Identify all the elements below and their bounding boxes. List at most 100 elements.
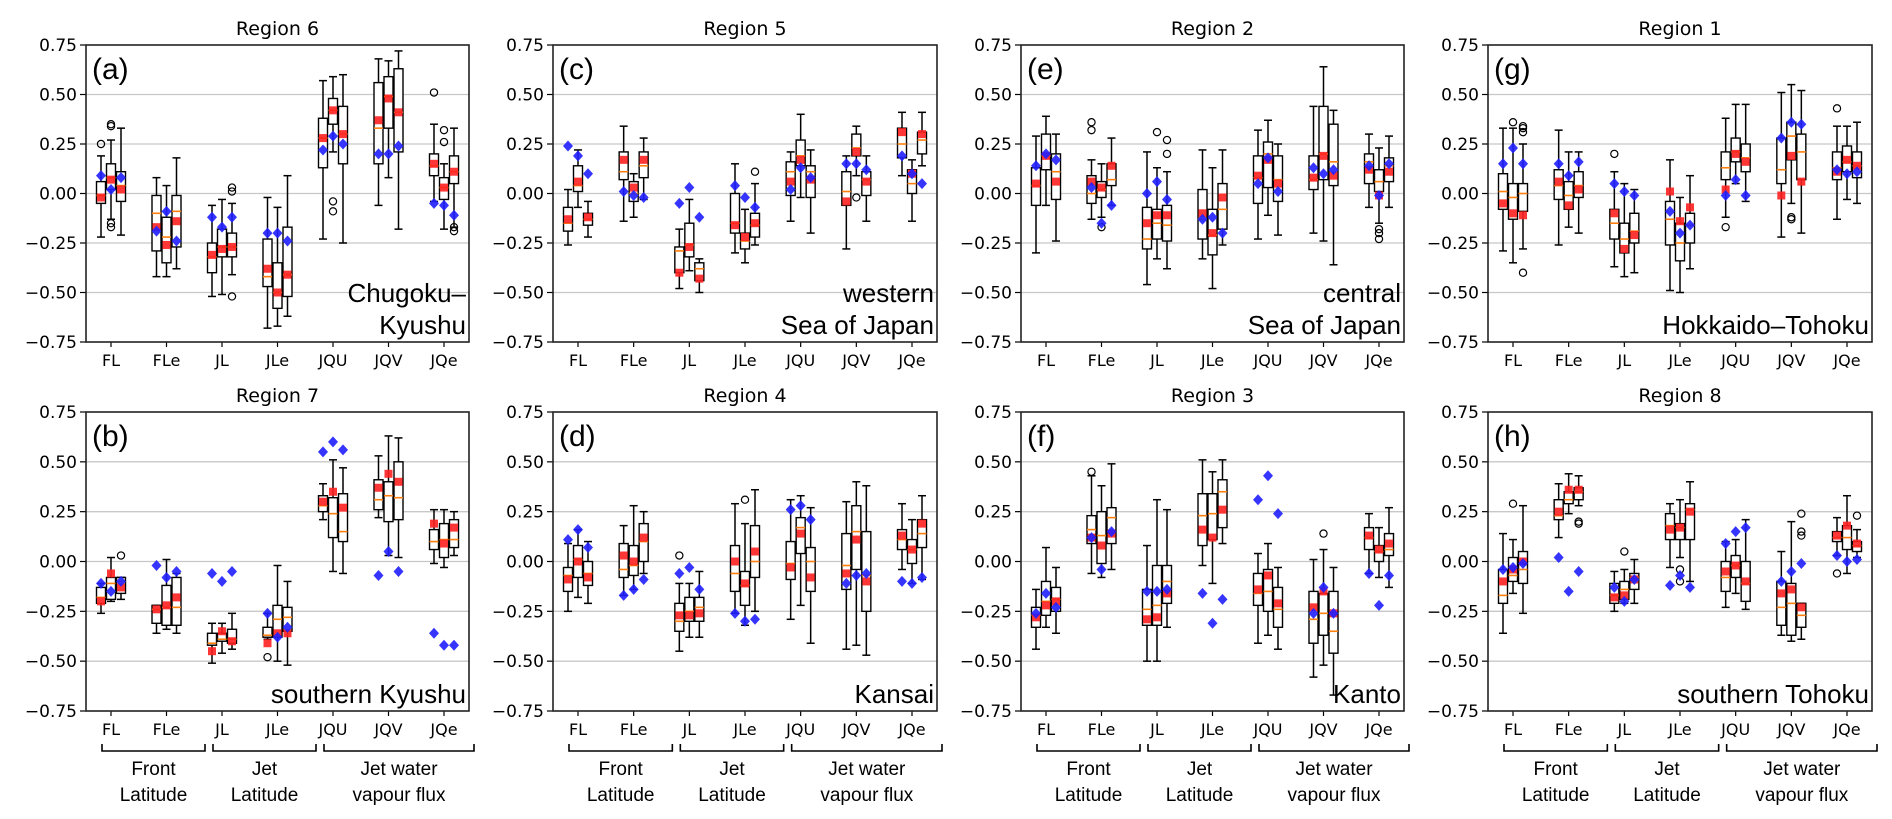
box-c-JQV-3 [861,155,872,222]
box-iqr [729,192,741,234]
outlier-point [429,88,439,97]
diamond-marker [106,184,116,196]
diamond-marker [851,569,862,581]
box-d-FLe-3 [638,510,649,585]
mean-marker [1254,171,1262,180]
outlier-point [263,652,272,662]
box-iqr [206,632,218,646]
mean-marker [1797,177,1806,186]
mean-marker [898,128,906,137]
box-iqr [1328,590,1339,654]
box-g-JLe-3 [1684,174,1696,270]
diamond-marker [151,559,162,571]
y-tick-label: −0.75 [1427,333,1479,353]
mean-marker [374,483,383,492]
box-g-FL-1 [1497,127,1509,252]
mean-marker [1676,217,1684,226]
box-b-JLe-3 [282,580,293,666]
mean-marker [1319,151,1328,160]
mean-marker [1198,209,1207,218]
box-iqr [373,479,384,511]
mean-marker [1274,179,1282,188]
diamond-marker [1152,585,1162,597]
diamond-marker [1253,178,1263,190]
diamond-marker [1106,526,1117,538]
mean-marker [1264,571,1272,580]
box-a-JQU-3 [337,73,349,244]
box-c-FLe-1 [618,125,629,222]
box-d-JQe-3 [916,494,928,583]
box-iqr [1106,506,1117,545]
x-tick-label: JLe [265,720,289,739]
diamond-marker [1384,158,1394,170]
box-a-FL-2 [105,119,117,232]
mean-marker [1309,173,1318,182]
mean-marker [430,159,438,168]
diamond-marker [1263,470,1273,482]
panel-label: (f) [1027,420,1055,453]
outlier-point [328,207,338,216]
group-label: Jet [719,759,745,780]
y-tick-label: 0.75 [1441,403,1479,423]
box-f-JQe-3 [1383,506,1395,589]
box-iqr [1141,206,1153,250]
diamond-marker [1740,189,1751,201]
box-e-JL-1 [1141,151,1153,286]
box-f-JQU-3 [1272,508,1284,650]
mean-marker [1097,541,1106,550]
box-d-JL-1 [674,551,685,652]
diamond-marker [1096,217,1107,229]
x-tick-label: JQU [1720,351,1750,370]
diamond-marker [171,565,182,577]
x-tick-label: JQe [1364,720,1392,739]
x-tick-label: JQV [373,720,402,739]
panel-label: (a) [92,53,129,86]
box-c-JQe-3 [916,111,928,190]
y-tick-label: −0.75 [25,333,77,353]
y-tick-label: 0.00 [974,553,1012,573]
box-h-JQU-2 [1730,526,1741,595]
x-tick-label: JQU [1252,351,1282,370]
box-f-FL-3 [1050,566,1062,635]
box-g-JLe-2 [1674,196,1686,294]
region-name: Sea of Japan [781,310,934,340]
box-iqr [1197,493,1208,547]
mean-marker [1564,201,1573,210]
box-e-JQV-3 [1328,109,1339,266]
box-e-JQU-3 [1272,143,1284,236]
box-b-FL-1 [95,577,107,615]
box-c-JL-3 [694,211,705,294]
box-a-FL-3 [115,127,127,236]
diamond-marker [1364,567,1374,579]
box-iqr [785,540,796,581]
mean-marker [218,627,226,636]
box-d-JQe-2 [906,518,918,589]
box-iqr [1151,208,1163,240]
outlier-point [1087,118,1096,127]
y-tick-label: −0.50 [492,284,544,304]
diamond-marker [1619,595,1630,607]
diamond-marker [1786,116,1797,128]
box-d-JLe-3 [749,488,761,625]
box-iqr [1272,155,1284,203]
y-tick-label: −0.25 [492,602,544,622]
panel-title: Region 5 [703,18,786,40]
box-f-JL-3 [1161,508,1173,629]
diamond-marker [563,140,573,152]
mean-marker [263,264,272,273]
mean-marker [374,116,383,125]
box-iqr [1776,137,1787,185]
diamond-marker [1629,189,1640,201]
mean-marker [1574,185,1583,194]
box-iqr [1328,123,1339,187]
mean-marker [1097,183,1106,192]
y-tick-label: 0.00 [506,185,544,205]
mean-marker [1052,597,1060,606]
x-tick-label: JL [1617,720,1632,739]
outlier-point [1162,149,1172,159]
mean-marker [117,185,125,194]
region-name: Kanto [1333,679,1401,709]
diamond-marker [1730,526,1741,538]
box-iqr [383,481,394,523]
diamond-marker [116,172,126,184]
